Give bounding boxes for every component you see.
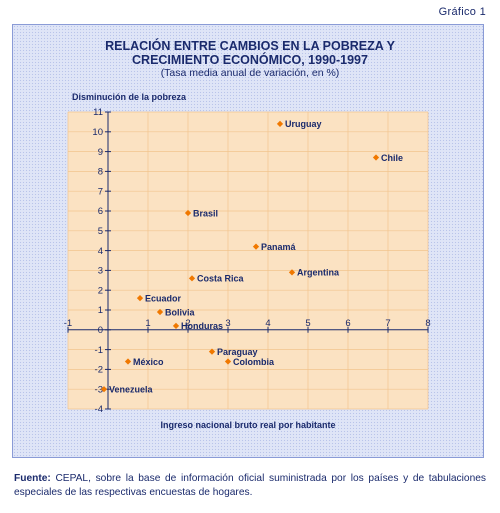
data-point-label: Chile xyxy=(381,153,403,163)
y-tick-label: -3 xyxy=(95,384,103,395)
source-text: CEPAL, sobre la base de información ofic… xyxy=(14,473,486,498)
data-point-label: Argentina xyxy=(297,268,340,278)
data-point xyxy=(252,243,260,250)
y-tick-label: 5 xyxy=(98,226,103,237)
data-point-label: Ecuador xyxy=(145,293,182,303)
source-label: Fuente: xyxy=(14,473,51,484)
x-tick-label: 3 xyxy=(225,318,230,329)
y-tick-label: 6 xyxy=(98,206,103,217)
y-tick-label: -4 xyxy=(95,404,103,415)
y-tick-label: -1 xyxy=(95,345,103,356)
data-point-label: Uruguay xyxy=(285,119,322,129)
x-tick-label: 4 xyxy=(265,318,270,329)
y-tick-label: 10 xyxy=(92,127,103,138)
chart-subtitle: (Tasa media anual de variación, en %) xyxy=(160,67,340,79)
data-point-label: Bolivia xyxy=(165,307,196,317)
x-axis-title: Ingreso nacional bruto real por habitant… xyxy=(160,420,335,430)
y-tick-label: 2 xyxy=(98,285,103,296)
data-point-label: Costa Rica xyxy=(197,274,245,284)
data-point-label: Honduras xyxy=(181,321,223,331)
data-point-label: México xyxy=(133,357,164,367)
x-tick-label: 7 xyxy=(385,318,390,329)
chart-title-line1: RELACIÓN ENTRE CAMBIOS EN LA POBREZA Y xyxy=(105,39,395,53)
scatter-chart: -1 1 2 3 4 5 6 7 8 -4 -3 -2 -1 0 1 2 3 4 5 6 7 8 9 10 11 Disminuc… xyxy=(64,92,431,430)
y-tick-label: 8 xyxy=(98,167,103,178)
x-tick-label: 1 xyxy=(145,318,150,329)
x-tick-label: 6 xyxy=(345,318,350,329)
figure-label: Gráfico 1 xyxy=(438,6,486,18)
x-tick-label: -1 xyxy=(64,318,72,329)
data-point-label: Brasil xyxy=(193,208,218,218)
x-tick-label: 8 xyxy=(425,318,430,329)
x-tick-label: 5 xyxy=(305,318,310,329)
y-tick-label: 11 xyxy=(93,107,103,118)
data-point-label: Panamá xyxy=(261,242,297,252)
data-point-label: Venezuela xyxy=(109,385,154,395)
x-tick-label: 2 xyxy=(185,318,190,329)
y-tick-label: 3 xyxy=(98,266,103,277)
y-tick-label: 4 xyxy=(98,246,103,257)
y-axis-title: Disminución de la pobreza xyxy=(72,92,187,102)
data-point-label: Colombia xyxy=(233,357,275,367)
data-point-label: Paraguay xyxy=(217,347,258,357)
y-tick-label: -2 xyxy=(95,365,103,376)
y-tick-label: 9 xyxy=(98,147,103,158)
y-tick-label: 1 xyxy=(98,305,103,316)
chart-title-line2: CRECIMIENTO ECONÓMICO, 1990-1997 xyxy=(132,53,368,67)
data-point xyxy=(288,269,296,276)
data-point xyxy=(184,209,192,217)
source-note: Fuente: CEPAL, sobre la base de informac… xyxy=(14,472,486,500)
y-tick-label: 0 xyxy=(98,325,103,336)
y-tick-label: 7 xyxy=(98,186,103,197)
